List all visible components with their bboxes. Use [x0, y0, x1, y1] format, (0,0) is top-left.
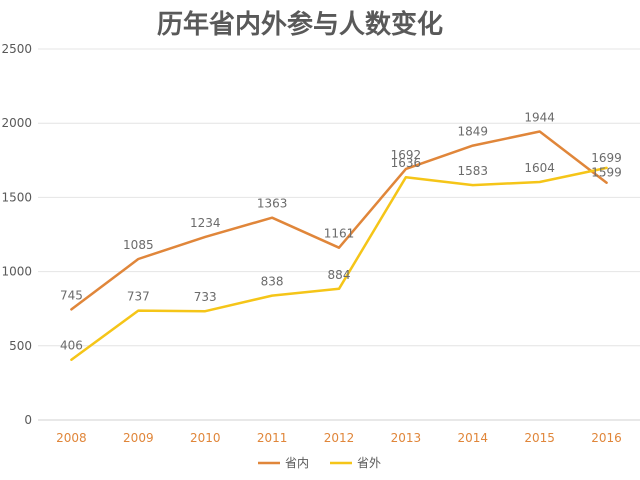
data-label: 737: [127, 290, 150, 304]
series-line-1: [70, 130, 608, 311]
y-tick-label: 2500: [1, 42, 32, 56]
grid-lines: [38, 48, 640, 421]
series-line-2: [70, 166, 608, 361]
x-tick-label: 2009: [123, 431, 154, 445]
data-label: 838: [261, 275, 284, 289]
data-label: 1085: [123, 238, 154, 252]
x-tick-label: 2012: [324, 431, 355, 445]
data-label: 1849: [458, 125, 489, 139]
data-labels: 745 1085 1234 1363 1161 1692 1849 1944 1599 406 73…: [60, 111, 622, 353]
y-axis: 0 500 1000 1500 2000 2500: [1, 42, 32, 427]
legend-label-1: 省内: [285, 456, 309, 470]
data-label: 1599: [591, 166, 622, 180]
series-lines: [70, 130, 608, 361]
data-label: 745: [60, 288, 83, 302]
x-tick-label: 2014: [458, 431, 489, 445]
y-tick-label: 1000: [1, 265, 32, 279]
data-label: 1604: [524, 161, 555, 175]
x-tick-label: 2013: [391, 431, 422, 445]
data-label: 1636: [391, 156, 422, 170]
data-label: 1699: [591, 151, 622, 165]
legend: 省内 省外: [258, 456, 381, 470]
x-tick-label: 2015: [524, 431, 555, 445]
data-label: 1583: [458, 164, 489, 178]
legend-label-2: 省外: [357, 456, 381, 470]
y-tick-label: 0: [24, 413, 32, 427]
data-label: 1363: [257, 197, 288, 211]
data-label: 406: [60, 339, 83, 353]
data-label: 1692: [391, 148, 422, 162]
y-tick-label: 2000: [1, 116, 32, 130]
y-tick-label: 500: [9, 339, 32, 353]
data-label: 1944: [524, 111, 555, 125]
data-label: 733: [194, 290, 217, 304]
x-tick-label: 2011: [257, 431, 288, 445]
data-label: 884: [328, 268, 351, 282]
x-tick-label: 2010: [190, 431, 221, 445]
chart-title: 历年省内外参与人数变化: [157, 9, 443, 40]
x-tick-label: 2008: [56, 431, 87, 445]
y-tick-label: 1500: [1, 190, 32, 204]
data-label: 1161: [324, 227, 355, 241]
x-tick-label: 2016: [591, 431, 622, 445]
data-label: 1234: [190, 216, 221, 230]
x-axis: 2008 2009 2010 2011 2012 2013 2014 2015 2016: [56, 431, 622, 445]
